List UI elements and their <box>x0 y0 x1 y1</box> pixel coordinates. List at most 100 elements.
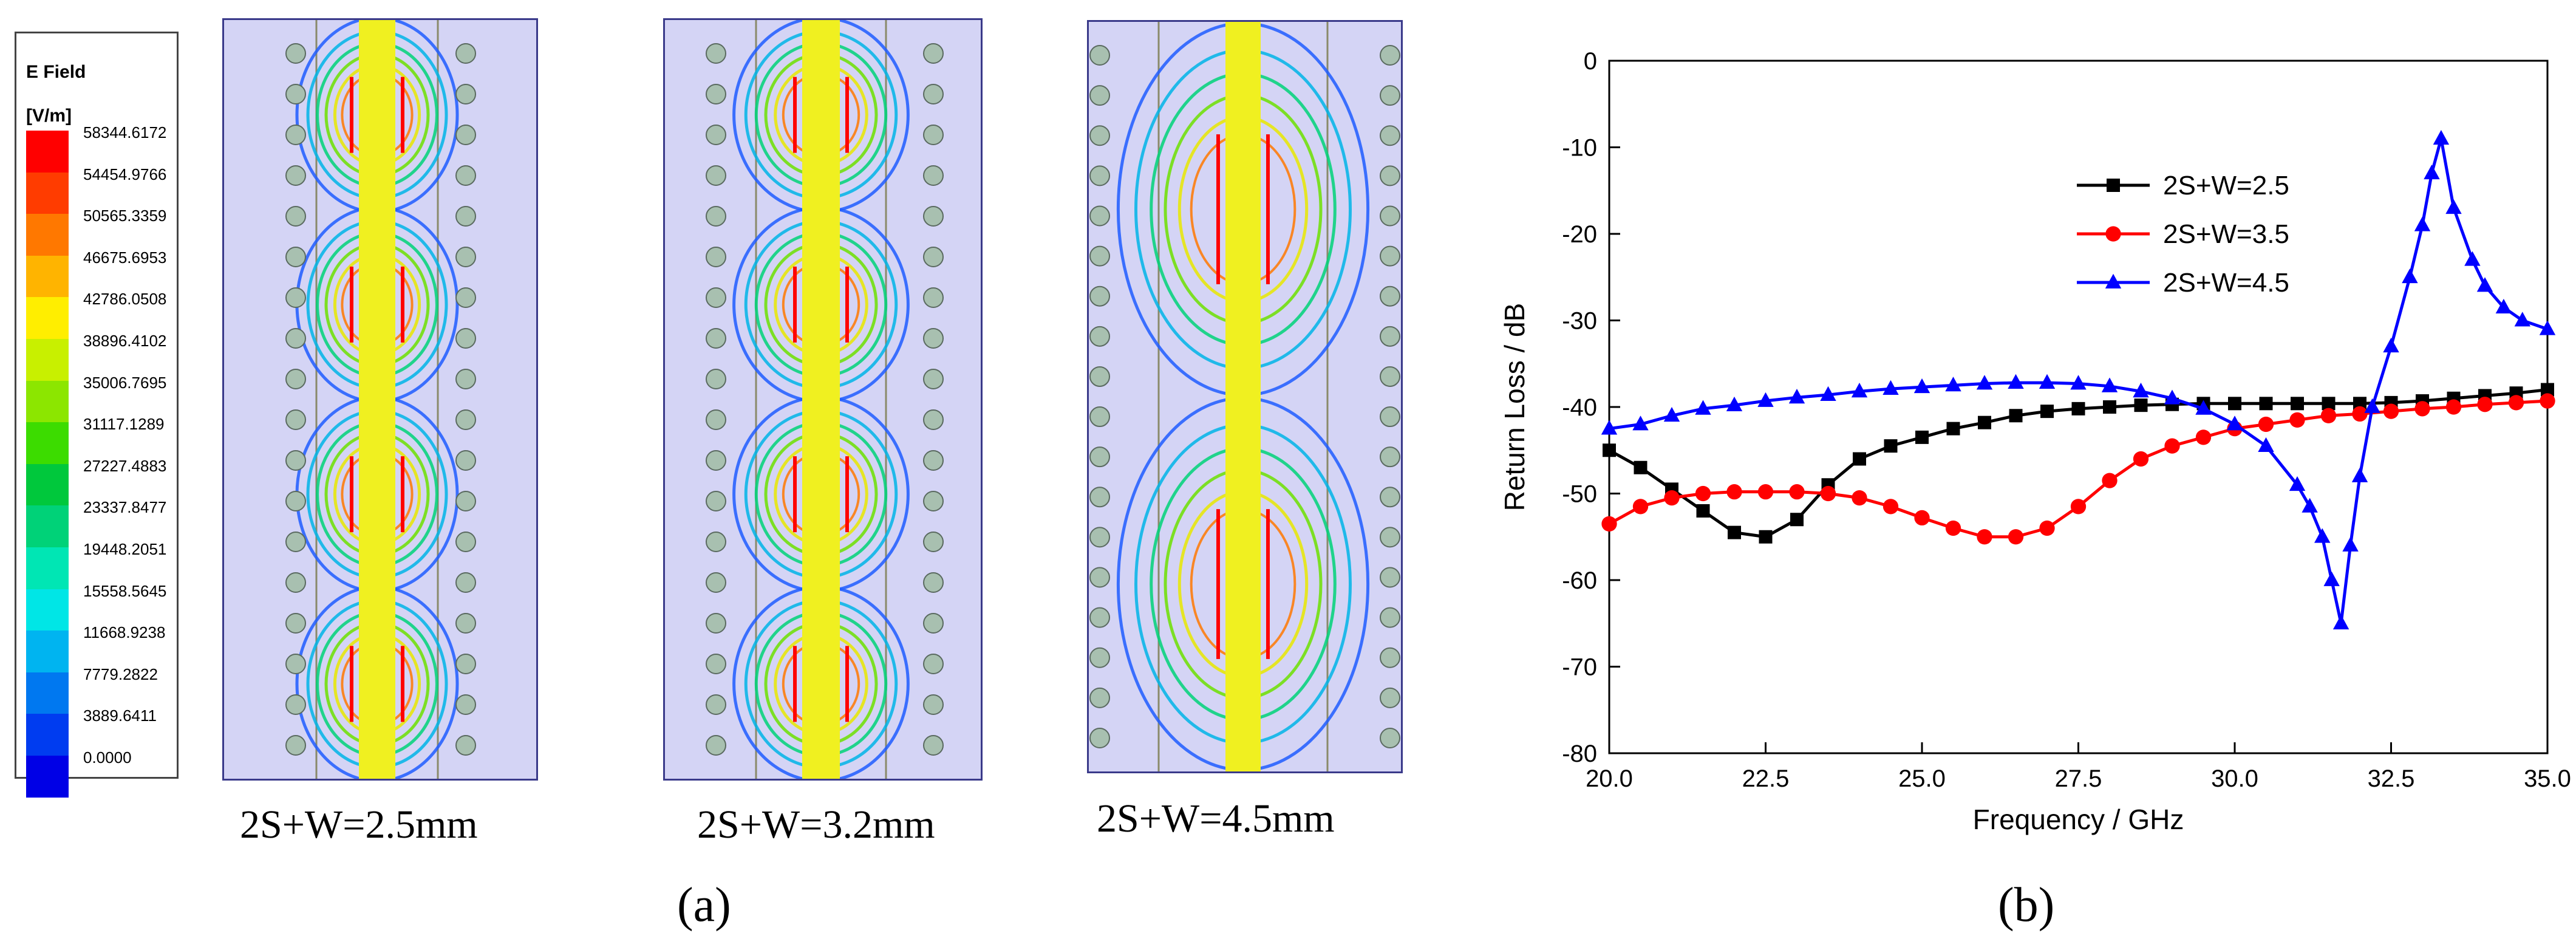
via-hole <box>706 450 726 471</box>
data-point-square <box>2134 398 2148 412</box>
via-hole <box>706 247 726 267</box>
via-hole <box>455 328 476 349</box>
data-point-square <box>2322 397 2336 411</box>
via-hole <box>455 43 476 64</box>
via-hole <box>706 125 726 145</box>
data-point-triangle <box>2164 389 2181 405</box>
subcaption-b: (b) <box>1998 878 2055 932</box>
via-hole <box>455 409 476 430</box>
data-point-square <box>2103 400 2116 414</box>
data-point-circle <box>1914 510 1930 526</box>
via-hole <box>285 450 306 471</box>
data-point-triangle <box>2133 383 2149 398</box>
data-point-triangle <box>1663 406 1680 422</box>
via-hole <box>1380 647 1400 668</box>
via-hole <box>1089 527 1110 548</box>
colorbar-label: 50565.3359 <box>83 207 167 225</box>
via-hole <box>455 654 476 674</box>
colorbar-swatch <box>26 672 69 714</box>
via-hole <box>923 125 944 145</box>
via-hole <box>1089 85 1110 106</box>
via-hole <box>706 328 726 349</box>
colorbar-label: 15558.5645 <box>83 581 167 600</box>
data-point-square <box>2009 409 2023 423</box>
data-point-triangle <box>1913 378 1930 394</box>
y-tick-label: -70 <box>1562 654 1597 681</box>
data-point-triangle <box>2039 374 2056 389</box>
colorbar-label: 46675.6953 <box>83 248 167 267</box>
x-tick-label: 30.0 <box>2211 765 2258 792</box>
via-hole <box>1380 165 1400 186</box>
y-tick-label: -50 <box>1562 481 1597 508</box>
via-hole <box>1089 728 1110 748</box>
data-point-circle <box>1664 490 1680 506</box>
colorbar-swatch <box>26 172 69 214</box>
colorbar-swatch <box>26 380 69 423</box>
via-hole <box>923 735 944 756</box>
data-point-triangle <box>2323 571 2340 586</box>
data-point-triangle <box>2342 536 2359 552</box>
data-point-triangle <box>2302 497 2318 513</box>
data-point-triangle <box>2226 415 2243 431</box>
series-line <box>1608 399 2548 539</box>
via-hole <box>1380 728 1400 748</box>
data-point-square <box>2541 383 2554 397</box>
field-panel-2-5mm <box>222 18 538 781</box>
colorbar-label: 19448.2051 <box>83 540 167 558</box>
via-hole <box>285 654 306 674</box>
colorbar-swatch <box>26 338 69 381</box>
via-hole <box>455 206 476 227</box>
data-point-circle <box>2039 520 2055 536</box>
via-hole <box>706 165 726 186</box>
data-point-triangle <box>2424 164 2440 180</box>
via-hole <box>1089 647 1110 668</box>
via-hole <box>455 247 476 267</box>
via-hole <box>285 43 306 64</box>
data-point-triangle <box>2008 374 2024 389</box>
via-hole <box>1380 205 1400 227</box>
colorbar-swatch <box>26 463 69 506</box>
via-hole <box>1380 326 1400 347</box>
colorbar-swatch <box>26 422 69 464</box>
x-tick-label: 25.0 <box>1898 765 1946 792</box>
via-hole <box>923 206 944 227</box>
data-point-circle <box>2289 412 2305 428</box>
field-panel-3-2mm <box>663 18 983 781</box>
via-hole <box>706 491 726 511</box>
via-hole <box>1380 446 1400 468</box>
data-point-circle <box>1757 484 1774 500</box>
data-point-triangle <box>2514 312 2530 327</box>
colorbar-label: 7779.2822 <box>83 665 158 683</box>
via-hole <box>1380 406 1400 428</box>
via-hole <box>285 206 306 227</box>
x-tick-label: 22.5 <box>1742 765 1790 792</box>
via-hole <box>1380 245 1400 267</box>
y-tick-label: -40 <box>1562 394 1597 421</box>
data-point-circle <box>2105 226 2121 242</box>
y-tick-label: -60 <box>1562 567 1597 594</box>
data-point-circle <box>2477 397 2493 412</box>
via-hole <box>923 84 944 104</box>
via-hole <box>455 572 476 593</box>
via-hole <box>923 450 944 471</box>
data-point-circle <box>2352 406 2368 422</box>
data-point-triangle <box>1788 389 1805 404</box>
data-point-circle <box>1726 484 1742 500</box>
via-hole <box>455 491 476 511</box>
data-point-circle <box>2540 393 2555 409</box>
colorbar-swatch <box>26 255 69 298</box>
colorbar-title: E Field [V/m] <box>26 39 86 149</box>
via-hole <box>1380 607 1400 628</box>
colorbar-label: 38896.4102 <box>83 332 167 350</box>
data-point-triangle <box>2258 437 2274 453</box>
colorbar-label: 0.0000 <box>83 748 132 767</box>
colorbar-label: 27227.4883 <box>83 456 167 475</box>
colorbar-label: 58344.6172 <box>83 123 167 142</box>
data-point-circle <box>2445 399 2462 415</box>
data-point-triangle <box>2383 337 2399 353</box>
signal-strip <box>1225 22 1261 771</box>
via-hole <box>706 369 726 389</box>
via-hole <box>923 247 944 267</box>
via-hole <box>1380 366 1400 387</box>
x-axis-title: Frequency / GHz <box>1973 804 2184 835</box>
